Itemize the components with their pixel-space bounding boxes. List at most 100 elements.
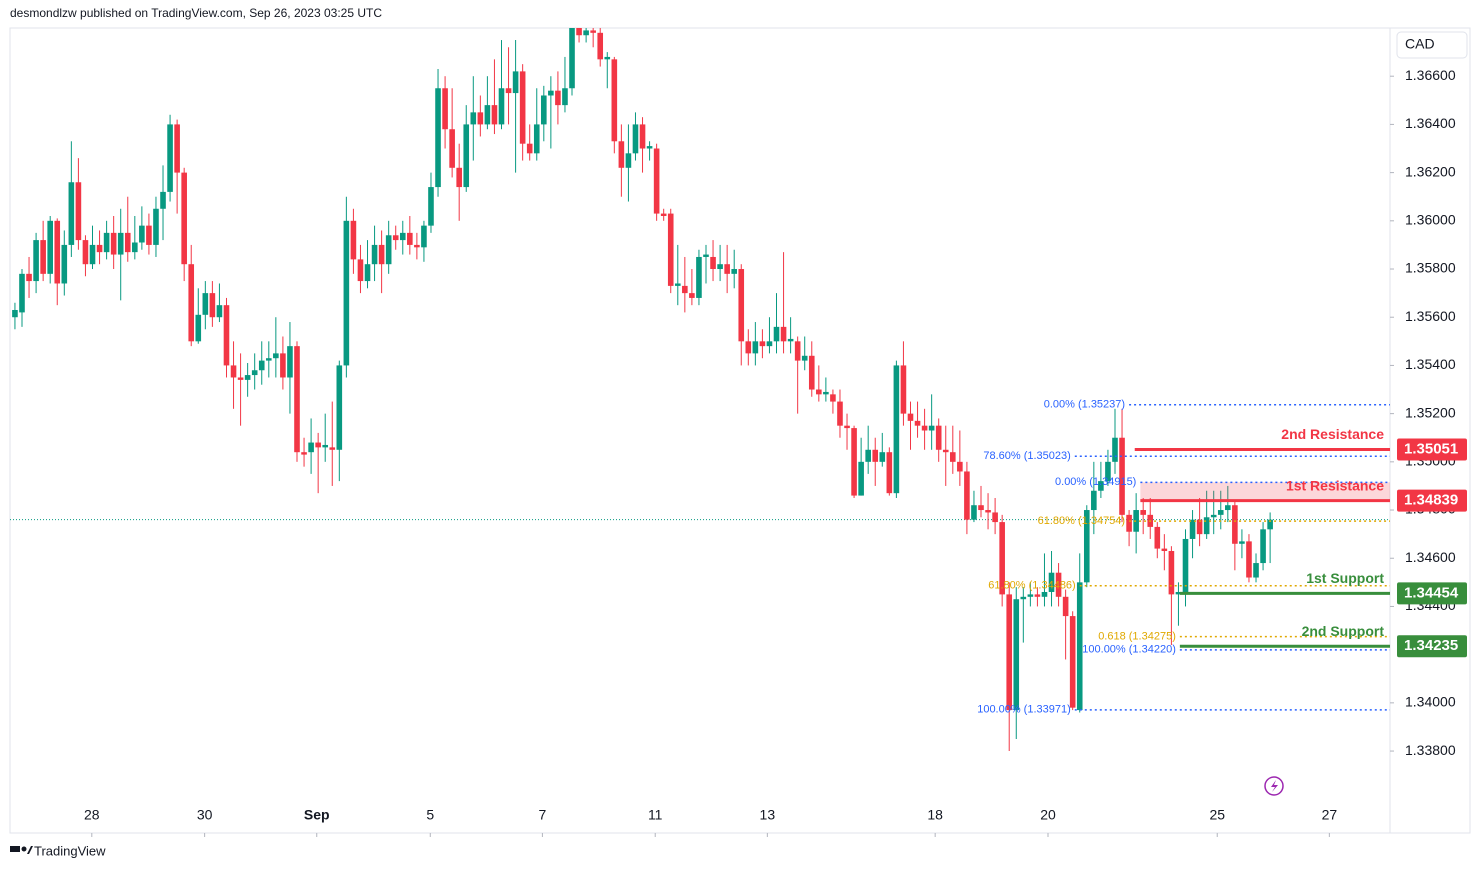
price-tag-label: 1.34235	[1404, 637, 1458, 654]
candle-body	[153, 208, 159, 245]
candle-body	[12, 309, 18, 318]
candle-body	[1006, 594, 1013, 711]
fib-label: 100.00% (1.33971)	[977, 704, 1071, 716]
candle-body	[230, 365, 237, 378]
candle-body	[893, 365, 900, 494]
y-tick-label: 1.35600	[1405, 308, 1456, 324]
x-tick-label: 18	[927, 807, 943, 823]
candle-body	[1119, 437, 1125, 515]
level-label: 1st Resistance	[1286, 477, 1384, 493]
x-tick-label: 5	[426, 807, 434, 823]
x-tick-label: Sep	[304, 807, 330, 823]
candle-body	[971, 505, 977, 520]
candle-body	[1253, 563, 1259, 578]
candle-body	[928, 425, 935, 431]
candle-body	[188, 264, 195, 342]
candle-body	[1217, 510, 1224, 515]
price-tag	[1397, 635, 1467, 658]
candle-body	[414, 244, 420, 248]
fib-label: 100.00% (1.34220)	[1082, 644, 1176, 656]
y-tick-label: 1.36200	[1405, 163, 1456, 179]
candle-body	[1154, 526, 1161, 549]
candle-body	[957, 461, 963, 472]
candle-body	[1260, 529, 1266, 564]
candle-body	[505, 88, 512, 94]
candle-body	[801, 355, 808, 361]
candle-body	[1098, 481, 1104, 491]
candle-body	[273, 353, 279, 359]
candle-body	[117, 232, 124, 255]
x-tick-label: 27	[1322, 807, 1338, 823]
price-tag	[1397, 438, 1467, 461]
candle-body	[343, 220, 350, 366]
candle-body	[597, 32, 604, 60]
candle-body	[1267, 519, 1273, 530]
candle-body	[421, 225, 427, 248]
candle-body	[491, 105, 498, 125]
fib-label: 0.618 (1.34275)	[1098, 630, 1176, 642]
candle-body	[604, 56, 611, 60]
candle-body	[950, 452, 956, 462]
candle-body	[787, 338, 794, 342]
candle-body	[329, 447, 336, 450]
candle-body	[985, 510, 991, 513]
candle-body	[1105, 461, 1111, 482]
y-tick-label: 1.35800	[1405, 260, 1456, 276]
candle-body	[1041, 591, 1048, 597]
candle-body	[498, 88, 505, 125]
candle-body	[1034, 594, 1041, 597]
candle-body	[1246, 541, 1252, 578]
candle-body	[280, 353, 286, 378]
resistance-zone	[1140, 482, 1390, 501]
candle-body	[1239, 541, 1245, 544]
candle-body	[1112, 437, 1118, 462]
candle-body	[75, 182, 82, 241]
alert-icon[interactable]	[1264, 776, 1284, 796]
candle-body	[1048, 572, 1055, 592]
candle-body	[879, 452, 886, 462]
price-tag	[1397, 582, 1467, 605]
candle-body	[653, 148, 660, 214]
candle-body	[449, 129, 455, 168]
candle-body	[265, 358, 272, 361]
candle-body	[40, 240, 46, 274]
candle-body	[660, 213, 667, 216]
candle-body	[886, 452, 893, 494]
candle-body	[146, 225, 152, 245]
price-tag-label: 1.34454	[1404, 584, 1459, 601]
candle-body	[512, 71, 519, 94]
candle-body	[428, 187, 434, 226]
candle-body	[808, 355, 815, 390]
candle-body	[639, 124, 646, 149]
candle-body	[287, 346, 293, 378]
y-tick-label: 1.36400	[1405, 115, 1456, 131]
candle-body	[625, 153, 632, 168]
x-tick-label: 7	[538, 807, 546, 823]
candle-body	[89, 244, 96, 265]
candle-body	[1161, 548, 1168, 552]
level-label: 2nd Support	[1302, 623, 1385, 639]
candle-body	[407, 232, 413, 245]
currency-box[interactable]	[1396, 31, 1468, 59]
candle-body	[68, 182, 75, 245]
candle-body	[237, 377, 244, 380]
fib-label: 61.80% (1.34754)	[1038, 515, 1125, 527]
candle-body	[357, 259, 364, 282]
x-tick-label: 13	[760, 807, 776, 823]
candle-body	[576, 28, 582, 36]
candle-body	[837, 401, 843, 426]
candle-body	[1013, 599, 1020, 711]
candle-body	[844, 425, 850, 429]
candle-body	[209, 293, 216, 318]
candle-body	[47, 220, 53, 274]
candle-body	[96, 244, 103, 253]
candle-body	[717, 264, 723, 270]
candle-body	[562, 88, 568, 106]
brand: TradingView	[34, 843, 106, 858]
x-tick-label: 25	[1209, 807, 1225, 823]
y-tick-label: 1.35400	[1405, 356, 1456, 372]
candle-body	[258, 360, 265, 371]
candle-body	[315, 442, 321, 448]
candle-body	[935, 425, 942, 450]
